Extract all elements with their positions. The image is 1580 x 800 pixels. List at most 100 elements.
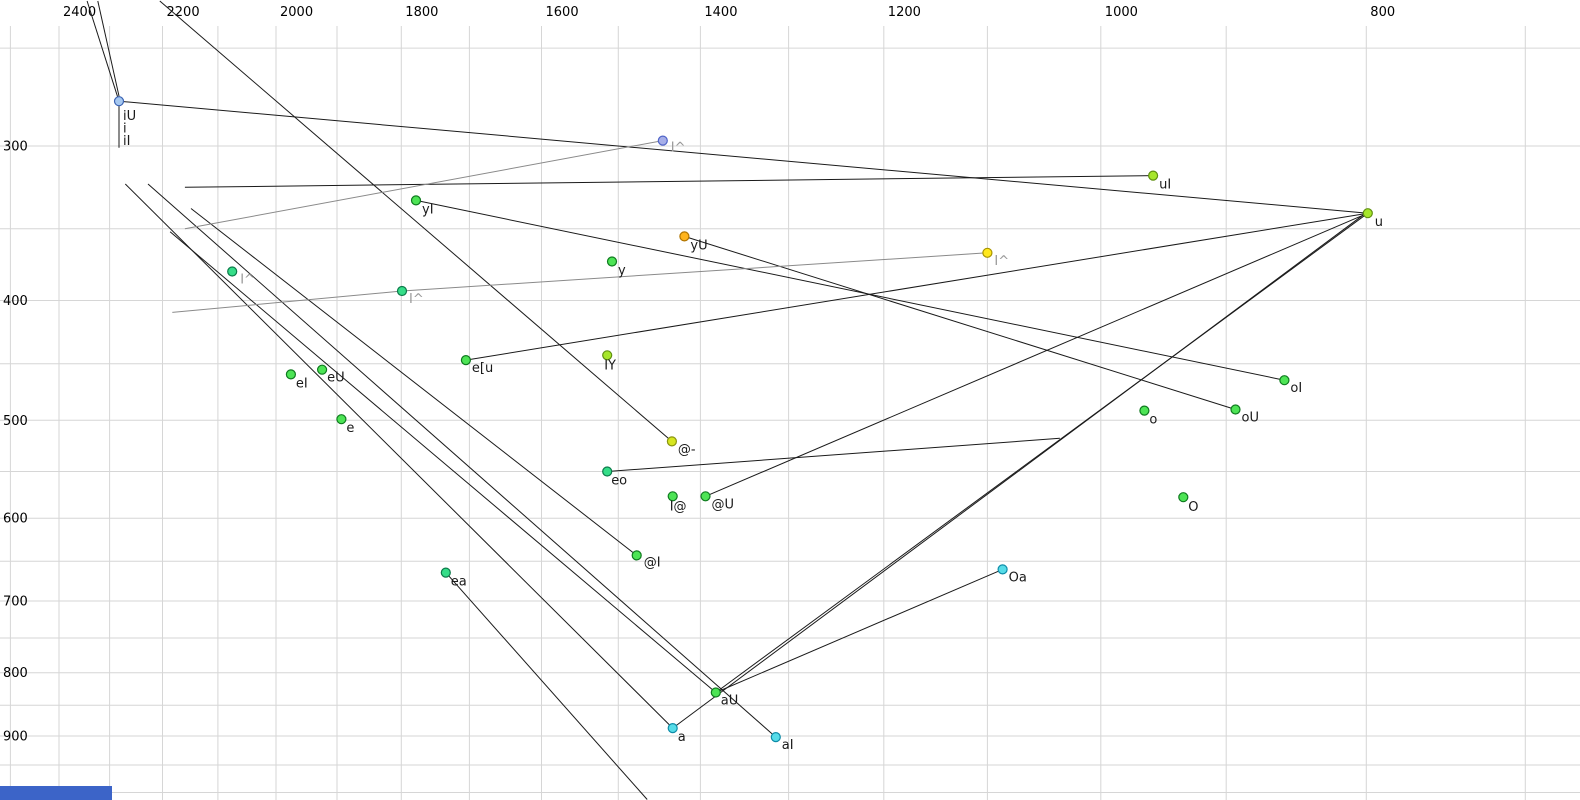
vowel-point-y[interactable]: [606, 256, 618, 267]
vowel-point-a[interactable]: [667, 722, 678, 734]
trajectory-line: [715, 212, 1369, 693]
vowel-point-I^[interactable]: [396, 285, 408, 297]
x-axis-tick-label: 2000: [280, 5, 313, 20]
trajectory-line: [124, 183, 674, 729]
trajectory-line: [159, 0, 673, 442]
y-axis-tick-label: 300: [3, 140, 28, 155]
vowel-point-@-[interactable]: [666, 436, 678, 447]
vowel-point-label: eo: [611, 474, 627, 489]
vowel-point-label: aU: [721, 694, 738, 709]
vowel-point-I^[interactable]: [657, 135, 668, 146]
trajectory-line: [190, 208, 638, 556]
grid-layer: [0, 26, 1580, 800]
trajectory-line-gray: [401, 252, 988, 292]
trajectory-line: [705, 212, 1368, 497]
vowel-point-eI[interactable]: [285, 369, 296, 380]
vowel-point-label: u: [1375, 215, 1383, 230]
vowel-point-label: a: [678, 730, 686, 745]
vowel-point-I^[interactable]: [982, 247, 993, 258]
vowel-point-label: Oa: [1009, 570, 1027, 585]
vowel-point-label: o: [1149, 413, 1157, 428]
vowel-point-label: eI: [296, 376, 308, 391]
vowel-point-label: @I: [644, 555, 661, 570]
trajectory-layer: [86, 0, 1369, 800]
vowel-point-@U[interactable]: [700, 491, 711, 502]
trajectory-line: [147, 183, 777, 738]
vowel-point-label: I^: [671, 141, 686, 156]
vowel-point-label: i: [123, 122, 127, 137]
vowel-point-oI[interactable]: [1279, 375, 1290, 386]
vowel-point-@I[interactable]: [631, 550, 642, 561]
vowel-point-label: e[u: [472, 361, 493, 376]
vowel-point-label: ea: [451, 575, 467, 590]
vowel-point-yU[interactable]: [679, 231, 690, 242]
vowel-point-oU[interactable]: [1230, 404, 1241, 415]
vowel-point-label: aI: [782, 738, 794, 753]
window-fragment: [0, 786, 112, 800]
y-axis-tick-label: 900: [3, 730, 28, 745]
y-axis-tick-label: 600: [3, 512, 28, 527]
vowel-point-uI[interactable]: [1147, 170, 1159, 181]
vowel-point-label: I^: [240, 273, 255, 288]
x-axis-tick-label: 1800: [405, 5, 438, 20]
trajectory-line-gray: [172, 290, 403, 313]
vowel-point-label: O: [1188, 500, 1198, 515]
vowel-point-label: IY: [604, 358, 616, 373]
trajectory-line: [118, 100, 1368, 214]
x-axis-tick-label: 1200: [888, 5, 921, 20]
vowel-point-label: e: [346, 421, 354, 436]
vowel-point-label: @-: [678, 442, 696, 457]
vowel-point-eU[interactable]: [317, 364, 328, 375]
x-axis-tick-label: 1000: [1105, 5, 1138, 20]
vowel-point-label: oI: [1290, 381, 1302, 396]
y-axis-tick-label: 500: [3, 414, 28, 429]
x-axis-tick-label: 1400: [704, 5, 737, 20]
vowel-point-e[u[interactable]: [460, 355, 471, 366]
vowel-point-label: uI: [1159, 178, 1171, 193]
x-axis-tick-label: 1600: [546, 5, 579, 20]
vowel-point-label: yI: [422, 202, 434, 217]
vowel-point-label: I^: [409, 292, 424, 307]
trajectory-line: [684, 235, 1236, 410]
point-layer: [113, 96, 1373, 743]
y-axis-tick-label: 700: [3, 595, 28, 610]
trajectory-line: [415, 199, 1285, 381]
vowel-point-label: I@: [670, 499, 687, 514]
vowel-point-aI[interactable]: [770, 731, 781, 743]
vowel-point-eo[interactable]: [602, 466, 613, 477]
vowel-point-I^[interactable]: [227, 266, 238, 277]
vowel-point-label: iI: [123, 134, 130, 149]
vowel-point-I@[interactable]: [667, 491, 678, 502]
vowel-point-aU[interactable]: [710, 687, 721, 698]
y-axis-tick-label: 400: [3, 294, 28, 309]
vowel-point-O[interactable]: [1178, 492, 1189, 503]
trajectory-line-gray: [184, 140, 663, 230]
vowel-point-o[interactable]: [1139, 405, 1150, 416]
vowel-point-label: oU: [1242, 411, 1259, 426]
trajectory-line: [184, 175, 1154, 188]
vowel-point-IY[interactable]: [602, 350, 613, 361]
trajectory-line: [715, 568, 1003, 693]
x-axis-tick-label: 800: [1370, 5, 1395, 20]
trajectory-line: [607, 437, 1060, 472]
vowel-point-iU[interactable]: [113, 96, 125, 107]
trajectory-line: [445, 572, 648, 800]
vowel-point-ea[interactable]: [440, 567, 451, 578]
trajectory-line: [169, 231, 717, 693]
vowel-point-label: I^: [994, 254, 1009, 269]
trajectory-line: [86, 0, 120, 102]
vowel-point-label: iU: [123, 109, 136, 124]
vowel-point-yI[interactable]: [410, 195, 422, 206]
vowel-point-label: @U: [712, 497, 735, 512]
trajectory-line: [672, 214, 1364, 729]
trajectory-line: [465, 212, 1368, 361]
axis-tick-labels: 2400 2200 2000 1800 1600 1400 1200 1000 800 300 40…: [3, 5, 1395, 800]
vowel-point-e[interactable]: [336, 414, 347, 425]
vowel-point-Oa[interactable]: [997, 564, 1008, 575]
vowel-point-label: y: [618, 264, 626, 279]
x-axis-tick-label: 2400: [63, 5, 96, 20]
vowel-point-u[interactable]: [1362, 208, 1373, 219]
